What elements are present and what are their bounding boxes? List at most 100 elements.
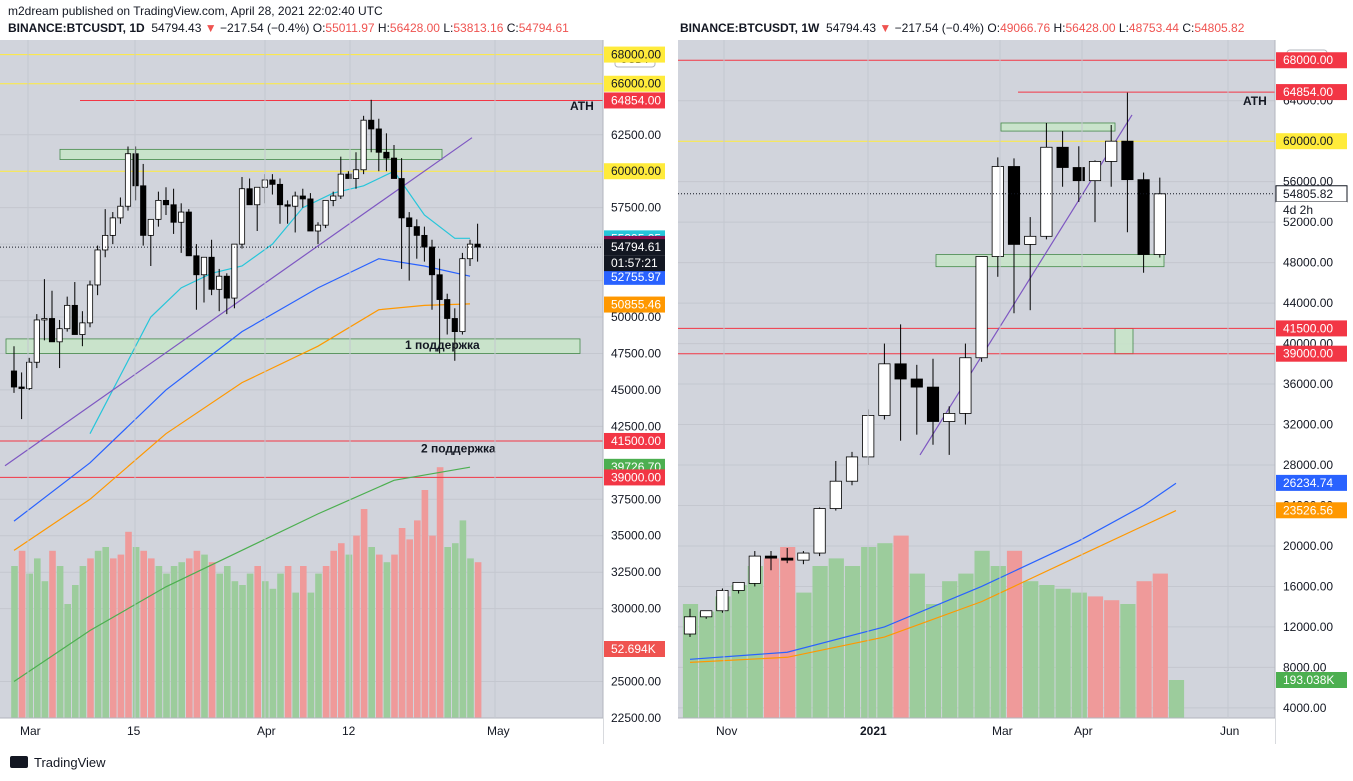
candle-body bbox=[466, 243, 474, 260]
countdown-box bbox=[1276, 201, 1347, 218]
candle-body bbox=[700, 610, 713, 618]
y-tick-label: 16000.00 bbox=[1283, 579, 1333, 593]
volume-bar bbox=[828, 558, 844, 718]
price-label-text: 68000.00 bbox=[611, 48, 661, 62]
volume-bar bbox=[231, 581, 239, 718]
volume-bar bbox=[1039, 585, 1055, 718]
moving-average-line bbox=[13, 258, 471, 522]
price-axis bbox=[1275, 40, 1350, 744]
candle-body bbox=[390, 157, 398, 179]
candle-body bbox=[345, 173, 352, 179]
volume-bar bbox=[163, 573, 170, 718]
weekly-chart[interactable]: ATH 64000.0056000.0052000.0048000.0044000… bbox=[678, 40, 1353, 744]
support-zone bbox=[1114, 328, 1134, 355]
candle-body bbox=[1105, 140, 1118, 162]
volume-bar bbox=[193, 550, 201, 718]
volume-bar bbox=[398, 528, 406, 718]
panel-divider[interactable] bbox=[668, 40, 678, 744]
y-tick-label: 42500.00 bbox=[611, 419, 661, 433]
volume-bar bbox=[360, 509, 368, 718]
price-label-text: 54794.61 bbox=[611, 240, 661, 254]
y-tick-label: 37500.00 bbox=[611, 492, 661, 506]
volume-bar bbox=[338, 543, 345, 718]
candle-body bbox=[732, 582, 745, 591]
price-label-text: 60000.00 bbox=[611, 164, 661, 178]
right-change: −217.54 (−0.4%) bbox=[894, 21, 985, 35]
tradingview-logo[interactable]: TradingView bbox=[10, 755, 106, 770]
price-label-box bbox=[604, 296, 665, 313]
left-open: 55011.97 bbox=[325, 21, 375, 35]
candle-body bbox=[284, 204, 291, 207]
daily-chart[interactable]: ATH 1 поддержка 2 поддержка 62500.00 57500.0… bbox=[0, 40, 668, 744]
price-label-box bbox=[1276, 84, 1347, 101]
x-tick-label: Apr bbox=[1074, 724, 1093, 738]
candle-body bbox=[322, 199, 329, 226]
y-tick-label: 47500.00 bbox=[611, 346, 661, 360]
volume-bar bbox=[307, 592, 315, 718]
price-axis bbox=[603, 40, 668, 744]
volume-bar bbox=[148, 558, 155, 718]
candle-body bbox=[910, 378, 923, 388]
candle-body bbox=[413, 226, 420, 236]
volume-bar bbox=[94, 550, 102, 718]
candle-body bbox=[1121, 140, 1134, 181]
y-tick-label: 32000.00 bbox=[1283, 418, 1333, 432]
volume-bar bbox=[1087, 596, 1104, 718]
moving-average-line bbox=[13, 466, 471, 683]
left-high: 56428.00 bbox=[389, 21, 440, 35]
right-down-arrow: ▼ bbox=[879, 21, 892, 35]
y-tick-label: 48000.00 bbox=[1283, 256, 1333, 270]
time-axis bbox=[0, 718, 603, 744]
volume-bar bbox=[444, 547, 451, 718]
volume-bar bbox=[292, 592, 299, 718]
candle-body bbox=[132, 153, 139, 187]
candle-body bbox=[33, 319, 40, 363]
volume-bar bbox=[34, 558, 41, 718]
volume-bar bbox=[254, 566, 261, 718]
candle-body bbox=[10, 370, 18, 388]
candle-body bbox=[64, 304, 71, 330]
y-tick-label: 57500.00 bbox=[611, 201, 661, 215]
price-label-box bbox=[1276, 133, 1347, 150]
candle-body bbox=[48, 318, 56, 343]
volume-bar bbox=[909, 573, 925, 718]
countdown-text: 4d 2h bbox=[1283, 203, 1313, 217]
candle-body bbox=[829, 480, 842, 509]
candle-body bbox=[155, 199, 162, 220]
volume-bar bbox=[56, 566, 64, 718]
volume-bar bbox=[414, 520, 421, 718]
price-label-text: 50855.46 bbox=[611, 298, 661, 312]
volume-bar bbox=[421, 490, 429, 718]
y-tick-label: 12000.00 bbox=[1283, 620, 1333, 634]
y-tick-label: 50000.00 bbox=[611, 310, 661, 324]
price-label-box bbox=[604, 469, 665, 486]
price-label-box bbox=[604, 92, 665, 109]
candle-body bbox=[1072, 167, 1085, 182]
volume-bar bbox=[1168, 680, 1185, 718]
candle-body bbox=[959, 357, 972, 414]
left-close: 54794.61 bbox=[518, 21, 569, 35]
volume-bar bbox=[1120, 604, 1136, 718]
candle-body bbox=[1040, 146, 1053, 237]
candle-body bbox=[140, 185, 147, 236]
volume-bar bbox=[1136, 581, 1152, 718]
volume-bar bbox=[155, 566, 163, 718]
right-symbol: BINANCE:BTCUSDT, 1W bbox=[680, 21, 820, 35]
price-label-text: 54805.82 bbox=[1283, 187, 1333, 201]
volume-bar bbox=[1006, 550, 1023, 718]
price-label-text: 39000.00 bbox=[611, 470, 661, 484]
candle-body bbox=[200, 256, 208, 276]
volume-bar bbox=[140, 550, 147, 718]
candle-body bbox=[360, 119, 367, 171]
volume-bar bbox=[1023, 581, 1039, 718]
x-tick-label: Apr bbox=[257, 724, 276, 738]
volume-bar bbox=[376, 554, 383, 718]
volume-bar bbox=[1104, 600, 1120, 718]
volume-bar bbox=[467, 558, 474, 718]
candle-body bbox=[975, 256, 988, 359]
candle-body bbox=[398, 178, 405, 219]
candle-body bbox=[451, 318, 458, 333]
candle-body bbox=[18, 386, 25, 389]
volume-bar bbox=[170, 566, 178, 718]
price-label-box bbox=[604, 239, 665, 256]
